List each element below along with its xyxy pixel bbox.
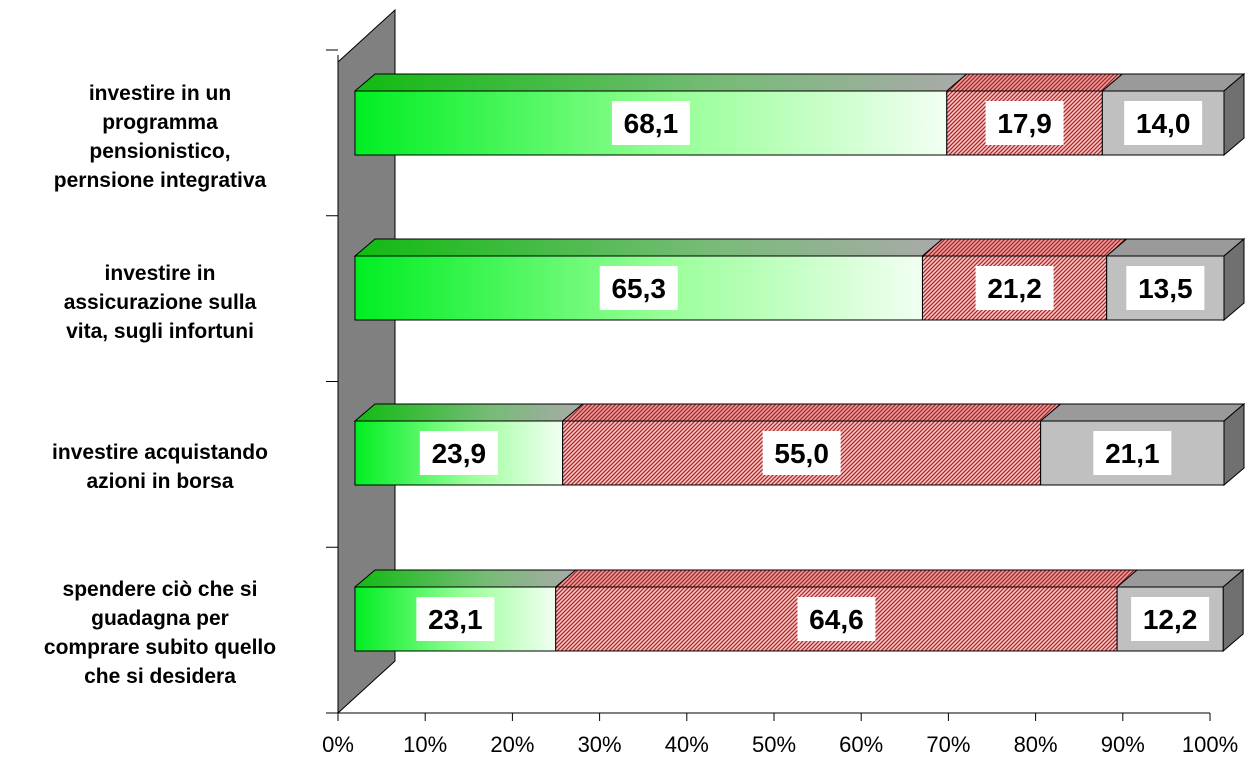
category-label: investire acquistando azioni in borsa [0,438,320,496]
category-label-line: investire in [104,261,216,285]
x-tick-label: 100% [1182,732,1238,757]
data-label-box [1124,101,1203,145]
category-label-line: comprare subito quello [43,636,277,659]
category-label-line: guadagna per [91,607,229,630]
data-label: 23,1 [428,604,483,635]
data-label-box [762,431,841,475]
bar-segment-top [554,569,1139,588]
category-label-line: pensionistico, [89,140,231,163]
data-label-box [416,597,495,641]
data-label: 13,5 [1138,273,1193,304]
bar-segment-top [561,403,1063,422]
bar-segment-top [1039,403,1245,422]
x-tick-label: 80% [1014,732,1058,757]
bar-segment-top [1100,73,1245,92]
data-label-box [975,266,1054,310]
x-tick-label: 50% [752,732,796,757]
category-label-line: programma [102,111,218,134]
data-label-box [985,101,1064,145]
category-label-line: azioni in borsa [86,470,234,493]
data-label: 21,1 [1105,438,1160,469]
bar-segment-top [353,238,944,257]
category-label-line: investire in un [88,82,232,105]
data-label: 17,9 [997,108,1052,139]
bar-segment-top [353,403,585,422]
category-label-line: pernsione integrativa [53,169,267,192]
bar-segment-top [353,569,578,588]
bar-segment-top [353,73,969,92]
x-tick-label: 60% [839,732,883,757]
x-tick-label: 90% [1101,732,1145,757]
data-label-box [1126,266,1205,310]
x-tick-label: 40% [665,732,709,757]
data-label-box [1093,431,1172,475]
data-label: 21,2 [987,273,1042,304]
category-label-line: che si desidera [84,665,236,688]
data-label-box [599,266,678,310]
x-axis: 0% 10% 20% 30% 40% 50% 60% 70% 80% 90% 100% [322,49,1238,757]
category-label-line: investire acquistando [52,441,268,464]
data-label: 14,0 [1136,108,1191,139]
category-label-line: assicurazione sulla [63,290,257,314]
category-label: investire in un programma pensionistico, pe… [0,79,320,195]
data-label-box [1131,597,1210,641]
category-label-line: spendere ciò che si [62,578,258,601]
category-label-line: vita, sugli infortuni [66,319,254,343]
data-label: 55,0 [774,438,829,469]
x-tick-label: 10% [403,732,447,757]
category-label: spendere ciò che si guadagna per comprare … [0,575,320,691]
data-label: 64,6 [809,604,864,635]
category-label: investire in assicurazione sulla vita, sug… [0,259,320,346]
x-tick-label: 0% [322,732,354,757]
data-label: 12,2 [1143,604,1198,635]
bar-segment-top [1105,238,1245,257]
data-label: 23,9 [432,438,487,469]
data-label-box [611,101,690,145]
data-label: 65,3 [611,273,666,304]
x-tick-label: 70% [926,732,970,757]
bar-segment-top [945,73,1124,92]
bar-segment-top [921,238,1129,257]
data-label-box [797,597,876,641]
data-label-box [419,431,498,475]
x-tick-label: 20% [490,732,534,757]
x-tick-label: 30% [578,732,622,757]
bar-segment-top [1115,569,1245,588]
bars: 68,1 17,9 14,0 65,3 21,2 13,5 23,9 55,0 21,1 23,1… [353,72,1245,653]
data-label: 68,1 [624,108,679,139]
